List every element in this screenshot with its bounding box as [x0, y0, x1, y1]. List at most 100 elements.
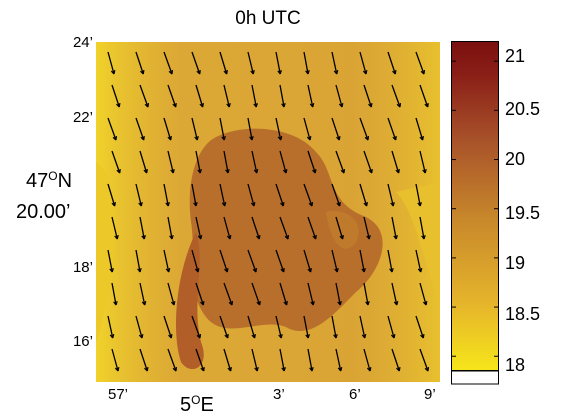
map-title: 0h UTC — [235, 8, 301, 29]
wind-arrow-head — [169, 234, 174, 240]
cool-west-edge — [96, 162, 115, 342]
colorbar-label-21: 21 — [505, 46, 526, 66]
wind-arrow — [391, 348, 400, 372]
longitude-label: 5OE — [180, 394, 214, 417]
wind-arrow — [163, 315, 172, 339]
wind-arrow — [251, 348, 258, 372]
latitude-degree-mark: O — [48, 168, 58, 183]
wind-arrow — [139, 348, 148, 372]
wind-arrow — [279, 282, 288, 306]
wind-arrow — [335, 150, 345, 174]
wind-arrow — [167, 216, 173, 240]
wind-arrow — [139, 150, 148, 174]
wind-arrow — [135, 51, 144, 75]
wind-arrow — [275, 183, 284, 207]
wind-arrow-head — [308, 201, 314, 207]
wind-arrow — [391, 216, 397, 240]
wind-arrow — [335, 84, 343, 108]
colorbar-label-19-5: 19.5 — [505, 203, 541, 223]
wind-arrow — [135, 117, 145, 141]
wind-arrow — [163, 183, 169, 207]
wind-arrow-head — [228, 300, 234, 306]
wind-arrow-head — [138, 333, 144, 339]
wind-arrow — [335, 348, 342, 372]
wind-arrow — [359, 249, 365, 273]
wind-arrow-head — [251, 333, 256, 339]
wind-arrow — [251, 282, 261, 306]
wind-arrow-head — [223, 69, 228, 75]
x-tick-9: 9’ — [424, 386, 436, 403]
wind-arrow-head — [392, 69, 397, 75]
wind-arrow — [279, 84, 285, 108]
wind-arrow-head — [281, 366, 286, 372]
wind-arrow — [167, 348, 177, 372]
wind-arrow-head — [336, 201, 341, 207]
wind-arrow-head — [110, 69, 116, 75]
wind-arrow — [195, 216, 202, 240]
wind-arrow — [387, 51, 396, 75]
wind-arrow — [191, 51, 201, 75]
wind-arrow — [275, 249, 285, 273]
wind-arrow-head — [333, 333, 338, 339]
wind-arrow-head — [200, 366, 205, 372]
wind-arrow — [331, 117, 340, 141]
y-tick-16: 16’ — [72, 333, 93, 350]
wind-arrow-head — [194, 267, 200, 273]
wind-arrow — [307, 150, 316, 174]
wind-arrow — [247, 249, 257, 273]
wind-arrow-head — [396, 366, 401, 372]
wind-arrow — [415, 117, 424, 141]
wind-arrow-head — [361, 267, 366, 273]
wind-arrow — [107, 315, 114, 339]
wind-arrow — [191, 249, 199, 273]
wind-arrow-head — [368, 168, 373, 174]
colorbar-label-20-5: 20.5 — [505, 99, 541, 119]
wind-arrow — [391, 282, 398, 306]
y-tick-22: 22’ — [72, 109, 93, 126]
wind-arrow — [191, 117, 198, 141]
wind-arrow-head — [140, 69, 145, 75]
wind-arrow-head — [172, 366, 178, 372]
wind-arrow — [303, 315, 309, 339]
wind-arrow-head — [306, 135, 312, 141]
wind-arrow — [303, 51, 309, 75]
wind-arrow — [387, 249, 393, 273]
wind-arrow-head — [312, 234, 317, 240]
y-tick-18: 18’ — [72, 259, 93, 276]
wind-arrow-head — [167, 135, 172, 141]
wind-arrow — [359, 117, 369, 141]
wind-arrow-head — [114, 234, 119, 240]
wind-arrow — [359, 183, 368, 207]
wind-arrow — [219, 51, 228, 75]
x-tick-57: 57’ — [108, 386, 129, 403]
wind-arrow-head — [334, 267, 339, 273]
wind-arrow — [415, 249, 422, 273]
wind-arrow — [335, 282, 341, 306]
wind-arrow-head — [312, 168, 317, 174]
wind-arrow-head — [143, 168, 148, 174]
wind-arrow-head — [225, 168, 230, 174]
wind-arrow-head — [395, 168, 400, 174]
wind-arrow — [275, 51, 281, 75]
wind-arrow — [363, 348, 371, 372]
wind-arrow-head — [170, 300, 176, 306]
y-tick-24: 24’ — [72, 34, 93, 51]
wind-arrow-head — [249, 135, 254, 141]
wind-arrow — [419, 216, 425, 240]
wind-arrow — [251, 216, 260, 240]
wind-arrow — [415, 51, 425, 75]
wind-arrow-head — [280, 201, 285, 207]
wind-arrow-head — [194, 135, 199, 141]
wind-arrow — [391, 150, 400, 174]
wind-arrow-head — [417, 267, 423, 273]
wind-arrow — [219, 117, 225, 141]
wind-arrow-head — [141, 300, 147, 306]
longitude-hemisphere: E — [200, 394, 214, 416]
wind-arrow — [419, 282, 427, 306]
wind-arrow — [247, 51, 254, 75]
wind-arrow-head — [309, 102, 315, 108]
wind-arrow — [247, 117, 253, 141]
wind-arrow — [167, 282, 175, 306]
latitude-label: 47ON — [26, 170, 72, 193]
wind-arrow-head — [420, 69, 426, 75]
